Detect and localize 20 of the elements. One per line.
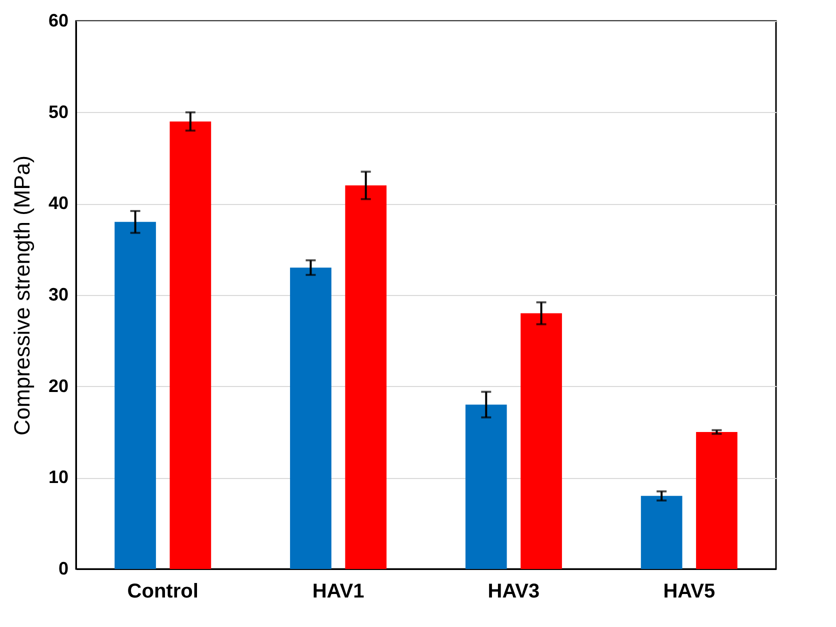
bar	[465, 404, 507, 569]
y-tick-label: 30	[48, 284, 68, 304]
bar	[290, 268, 332, 569]
y-tick-label: 50	[48, 102, 68, 122]
x-tick-label: HAV1	[312, 580, 364, 602]
y-axis-title: Compressive strength (MPa)	[9, 156, 34, 436]
bar	[640, 496, 682, 569]
y-tick-label: 40	[48, 193, 68, 214]
y-tick-label: 20	[48, 376, 68, 396]
x-tick-label: HAV3	[488, 580, 540, 602]
bar	[170, 121, 212, 569]
bar	[696, 432, 738, 569]
bar	[520, 313, 562, 569]
x-tick-label: HAV5	[663, 580, 716, 602]
y-tick-label: 0	[58, 558, 68, 578]
y-tick-label: 10	[48, 467, 68, 488]
bar	[114, 222, 156, 569]
bar	[345, 185, 387, 569]
y-tick-label: 60	[48, 10, 68, 30]
x-tick-label: Control	[127, 580, 198, 602]
